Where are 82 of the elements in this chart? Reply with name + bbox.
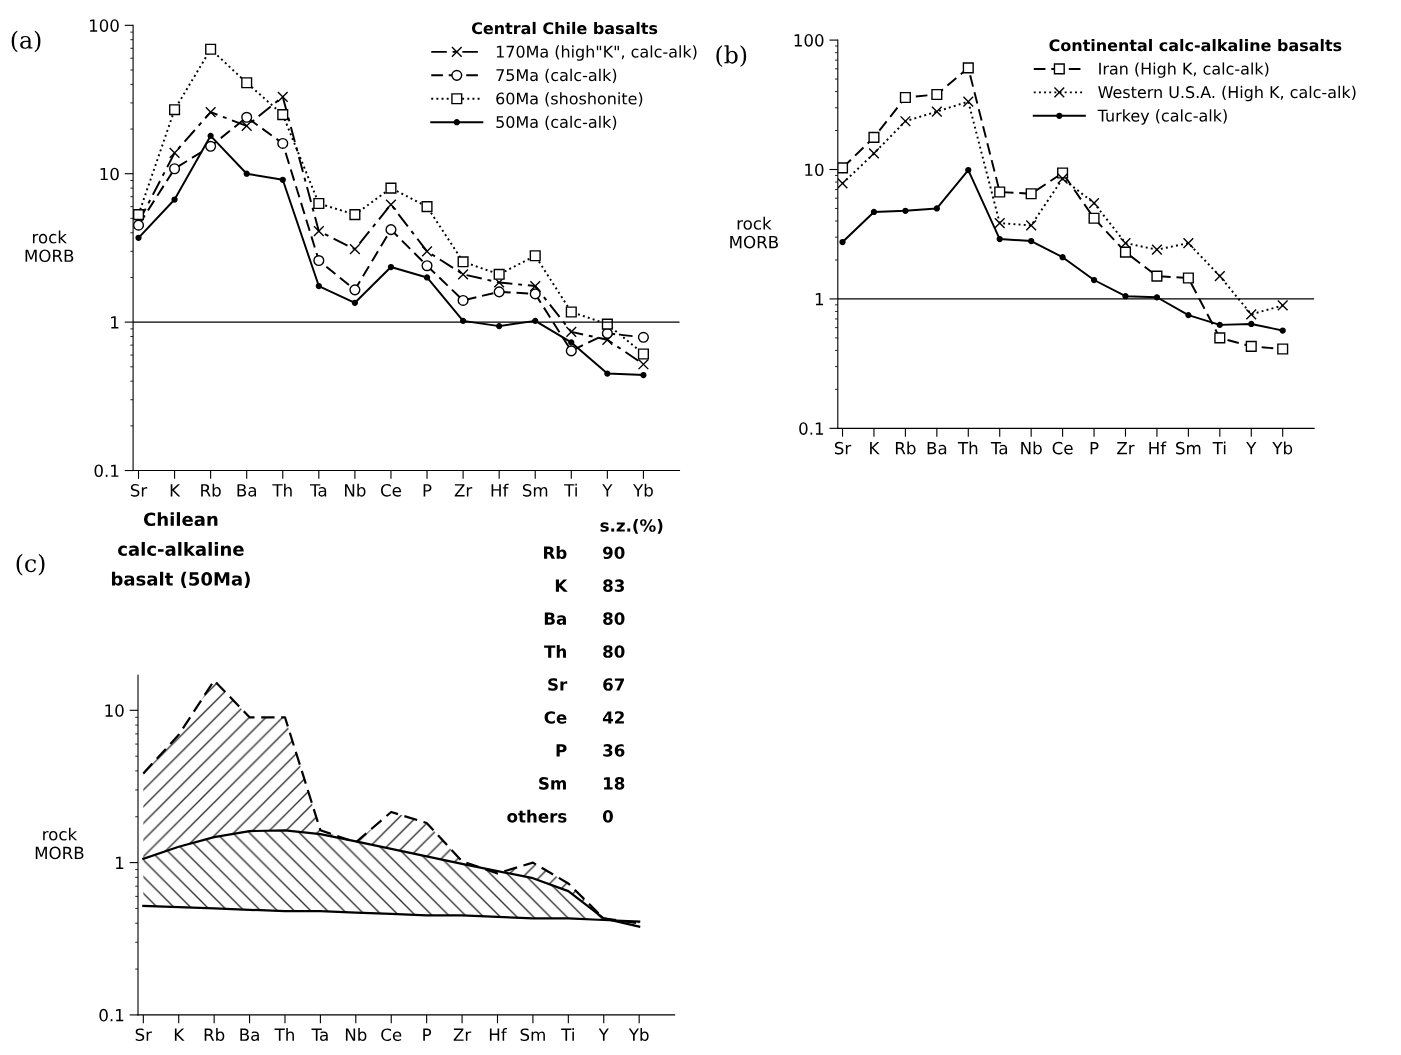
text: P 36: [556, 744, 625, 757]
x-tick-label: Yb: [1272, 441, 1293, 455]
x-tick-label: Th: [272, 483, 292, 497]
y-tick-label: 1: [116, 856, 124, 869]
x-tick-label: K: [170, 484, 181, 497]
x-tick-label: Y: [598, 1028, 609, 1041]
x-tick-label: Sr: [834, 441, 852, 455]
y-axis-title: rock MORB: [730, 216, 778, 249]
text: Ba 80: [544, 612, 625, 625]
x-tick-label: Yb: [633, 483, 653, 497]
x-tick-label: Ce: [381, 1028, 402, 1042]
x-tick-label: Ti: [561, 1028, 574, 1041]
x-tick-label: Hf: [489, 1028, 508, 1041]
x-tick-label: Th: [957, 441, 978, 455]
text: s.z.(%): [600, 518, 663, 534]
chart-title: Continental calc-alkaline basalts: [1049, 38, 1342, 52]
x-tick-label: Ba: [240, 1028, 259, 1042]
legend-label: Iran (High K, calc-alk): [1099, 62, 1269, 78]
x-tick-label: P: [423, 1028, 432, 1041]
x-tick-label: Sm: [520, 1028, 545, 1042]
x-tick-label: Ba: [927, 442, 947, 455]
x-tick-label: Rb: [895, 441, 916, 455]
text: others 0: [507, 809, 613, 823]
x-tick-label: Nb: [345, 1028, 367, 1042]
x-tick-label: Ce: [1052, 441, 1073, 455]
y-tick-label: 10: [105, 704, 124, 717]
x-tick-label: P: [423, 484, 432, 497]
x-tick-label: Yb: [628, 1028, 649, 1042]
x-tick-label: Sr: [135, 1028, 153, 1042]
text: K 83: [555, 579, 625, 592]
legend-label: Western U.S.A. (High K, calc-alk): [1098, 85, 1356, 102]
y-tick-label: 10: [100, 167, 119, 181]
chart-title: Chilean calc-alkaline basalt (50Ma): [111, 512, 250, 588]
text: Sr 67: [548, 678, 625, 691]
y-tick-label: 0.1: [94, 464, 119, 478]
x-tick-label: Sm: [522, 484, 548, 497]
text: Th 80: [544, 644, 625, 658]
text: Sm 18: [539, 777, 625, 790]
y-tick-label: 1: [111, 316, 119, 329]
y-axis-title: rock MORB: [35, 827, 84, 860]
x-tick-label: Ta: [309, 484, 327, 497]
x-tick-label: Ti: [1212, 441, 1226, 455]
text: (a): [11, 30, 41, 53]
x-tick-label: P: [1090, 442, 1099, 455]
x-tick-label: Ti: [564, 483, 577, 497]
x-tick-label: K: [870, 442, 880, 455]
x-tick-label: Ta: [311, 1028, 328, 1042]
x-tick-label: Ba: [237, 484, 257, 497]
x-tick-label: Ta: [990, 442, 1008, 455]
legend-label: 75Ma (calc-alk): [496, 68, 617, 84]
x-tick-label: Hf: [1149, 441, 1167, 455]
legend-label: Turkey (calc-alk): [1097, 109, 1227, 125]
text: (c): [16, 553, 45, 576]
x-tick-label: Sm: [1176, 441, 1201, 455]
x-tick-label: Hf: [491, 483, 509, 497]
x-tick-label: Y: [602, 484, 613, 497]
text: Ce 42: [544, 711, 624, 724]
x-tick-label: Zr: [454, 484, 473, 497]
x-tick-label: K: [174, 1028, 185, 1041]
x-tick-label: Sr: [130, 484, 148, 497]
x-tick-label: Zr: [453, 1028, 472, 1041]
x-tick-label: Th: [274, 1028, 294, 1041]
x-tick-label: Rb: [201, 483, 221, 497]
x-tick-label: Nb: [345, 483, 366, 497]
x-tick-label: Ce: [380, 484, 402, 497]
text: (b): [716, 45, 747, 67]
y-tick-label: 10: [805, 163, 824, 177]
legend-label: 60Ma (shoshonite): [496, 92, 643, 107]
x-tick-label: Rb: [204, 1028, 225, 1042]
x-tick-label: Y: [1246, 442, 1257, 455]
x-tick-label: Zr: [1117, 442, 1135, 455]
legend-label: 170Ma (high"K", calc-alk): [496, 45, 697, 61]
y-tick-label: 1: [815, 293, 824, 306]
y-tick-label: 0.1: [799, 422, 824, 435]
y-tick-label: 100: [89, 19, 119, 32]
legend-label: 50Ma (calc-alk): [496, 115, 617, 130]
chart-title: Central Chile basalts: [471, 21, 658, 35]
y-tick-label: 0.1: [99, 1008, 124, 1022]
x-tick-label: Nb: [1021, 441, 1042, 455]
y-tick-label: 100: [794, 34, 824, 47]
y-axis-title: rock MORB: [25, 230, 74, 263]
text: Rb 90: [544, 546, 625, 560]
